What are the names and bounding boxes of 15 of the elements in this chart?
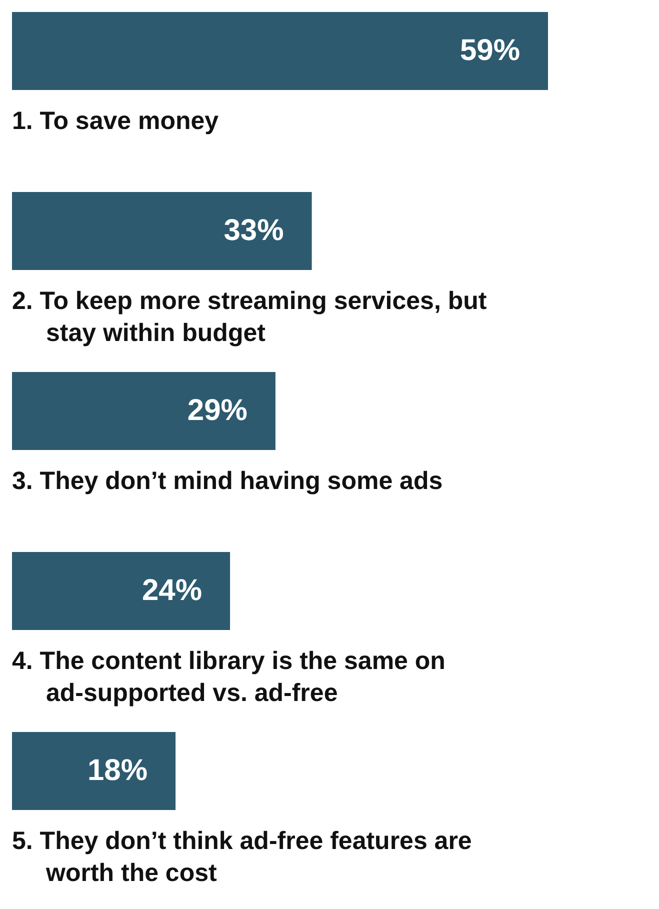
bar — [12, 12, 548, 90]
bar — [12, 372, 276, 450]
data-label: 29% — [187, 394, 248, 427]
data-label: 24% — [142, 574, 202, 607]
bar — [12, 552, 230, 630]
y-tick-label: 4. The content library is the same on ad-supported vs. ad-free — [12, 647, 446, 707]
bar — [12, 732, 176, 810]
data-label: 33% — [224, 214, 284, 247]
data-label: 59% — [460, 34, 520, 67]
data-label: 18% — [87, 754, 148, 787]
y-tick-label: 2. To keep more streaming services, but stay within budget — [12, 287, 488, 347]
y-tick-label: 1. To save money — [12, 107, 219, 135]
bar — [12, 192, 312, 270]
y-tick-label: 3. They don’t mind having some ads — [12, 467, 443, 495]
y-tick-label: 5. They don’t think ad-free features are worth the cost — [12, 827, 472, 887]
